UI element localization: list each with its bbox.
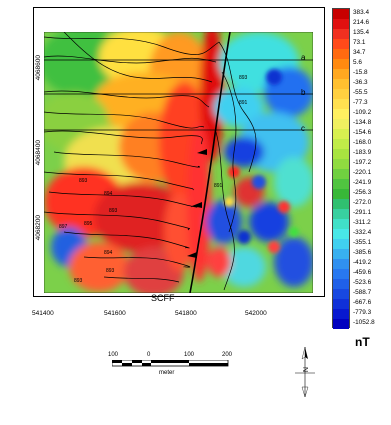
colorbar-segment [333,319,349,329]
scale-tick: 100 [108,352,119,358]
colorbar-label: -109.2 [353,108,372,116]
colorbar-segment [333,49,349,59]
profile-label-b: b [301,88,306,97]
colorbar-label: -241.9 [353,178,372,186]
colorbar-segment [333,39,349,49]
colorbar-segment [333,219,349,229]
colorbar-label: -459.6 [353,268,372,276]
profile-label-c: c [301,124,305,133]
colorbar-segment [333,89,349,99]
colorbar-label: -385.6 [353,248,372,256]
colorbar-segment [333,189,349,199]
y-tick-label: 4068600 [35,55,42,81]
colorbar-segment [333,209,349,219]
colorbar-label: -154.6 [353,128,372,136]
contour-label: 897 [59,224,68,230]
colorbar-segment [333,279,349,289]
north-arrow-icon [295,346,315,398]
colorbar-label: -311.2 [353,218,371,226]
colorbar-segment [333,119,349,129]
x-tick-label: 541400 [32,310,54,317]
north-label: N [301,366,309,373]
colorbar-label: -183.9 [353,148,372,156]
contour-label: 895 [84,221,93,227]
colorbar-label: 34.7 [353,48,366,56]
colorbar-segment [333,249,349,259]
colorbar-label: -779.3 [353,308,372,316]
colorbar-label: -272.0 [353,198,372,206]
colorbar-segment [333,69,349,79]
colorbar-label: -419.2 [353,258,372,266]
colorbar-label: -15.8 [353,68,368,76]
colorbar-label: 5.6 [353,58,362,66]
colorbar-label: 214.6 [353,18,369,26]
colorbar-segment [333,99,349,109]
colorbar-label: -332.4 [353,228,372,236]
colorbar-segment [333,199,349,209]
x-tick-label: 542000 [245,310,267,317]
y-tick-label: 4068400 [35,140,42,166]
colorbar-segment [333,169,349,179]
colorbar-segment [333,159,349,169]
colorbar-label: -220.1 [353,168,372,176]
scale-bar [112,360,229,367]
colorbar-segment [333,229,349,239]
colorbar-segment [333,309,349,319]
y-tick-label: 4068200 [35,215,42,241]
scale-tick: 200 [222,352,233,358]
colorbar-label: -168.0 [353,138,372,146]
contour-label: 894 [104,250,113,256]
colorbar-segment [333,259,349,269]
colorbar-segment [333,19,349,29]
colorbar-label: -134.8 [353,118,372,126]
colorbar-label: 383.4 [353,8,369,16]
colorbar-segment [333,239,349,249]
colorbar-label: -588.7 [353,288,372,296]
fault-label-scff: SCFF [151,293,175,303]
colorbar-segment [333,299,349,309]
contour-label: 891 [214,183,223,189]
colorbar-label: -55.5 [353,88,368,96]
contour-label: 891 [239,100,248,106]
colorbar-segment [333,109,349,119]
contour-label: 893 [239,75,248,81]
colorbar-segment [333,289,349,299]
colorbar-label: 73.1 [353,38,366,46]
colorbar-label: -355.1 [353,238,372,246]
contour-label: 893 [106,268,115,274]
scale-tick: 100 [184,352,195,358]
colorbar-segment [333,9,349,19]
colorbar-label: -256.3 [353,188,372,196]
colorbar-segment [333,59,349,69]
magnetic-anomaly-map: 893 891 893 894 893 895 894 893 893 897 … [44,32,313,293]
colorbar-label: -291.1 [353,208,372,216]
colorbar-label: 135.4 [353,28,369,36]
contour-label: 894 [104,191,113,197]
colorbar-segment [333,139,349,149]
colorbar-label: -1052.8 [353,318,375,326]
contour-label: 893 [109,208,118,214]
colorbar-segment [333,269,349,279]
colorbar-segment [333,79,349,89]
colorbar-label: -77.3 [353,98,368,106]
colorbar [332,8,350,329]
contour-label: 893 [79,178,88,184]
colorbar-segment [333,179,349,189]
colorbar-segment [333,29,349,39]
colorbar-segment [333,129,349,139]
colorbar-label: -523.6 [353,278,372,286]
colorbar-label: -36.3 [353,78,368,86]
scale-unit: meter [159,370,175,376]
x-tick-label: 541800 [175,310,197,317]
contour-label: 893 [74,278,83,284]
profile-label-a: a [301,53,306,62]
colorbar-unit: nT [355,335,370,349]
colorbar-label: -197.2 [353,158,372,166]
map-frame [33,7,325,297]
x-tick-label: 541600 [104,310,126,317]
colorbar-segment [333,149,349,159]
scale-tick: 0 [147,352,151,358]
colorbar-label: -667.6 [353,298,372,306]
